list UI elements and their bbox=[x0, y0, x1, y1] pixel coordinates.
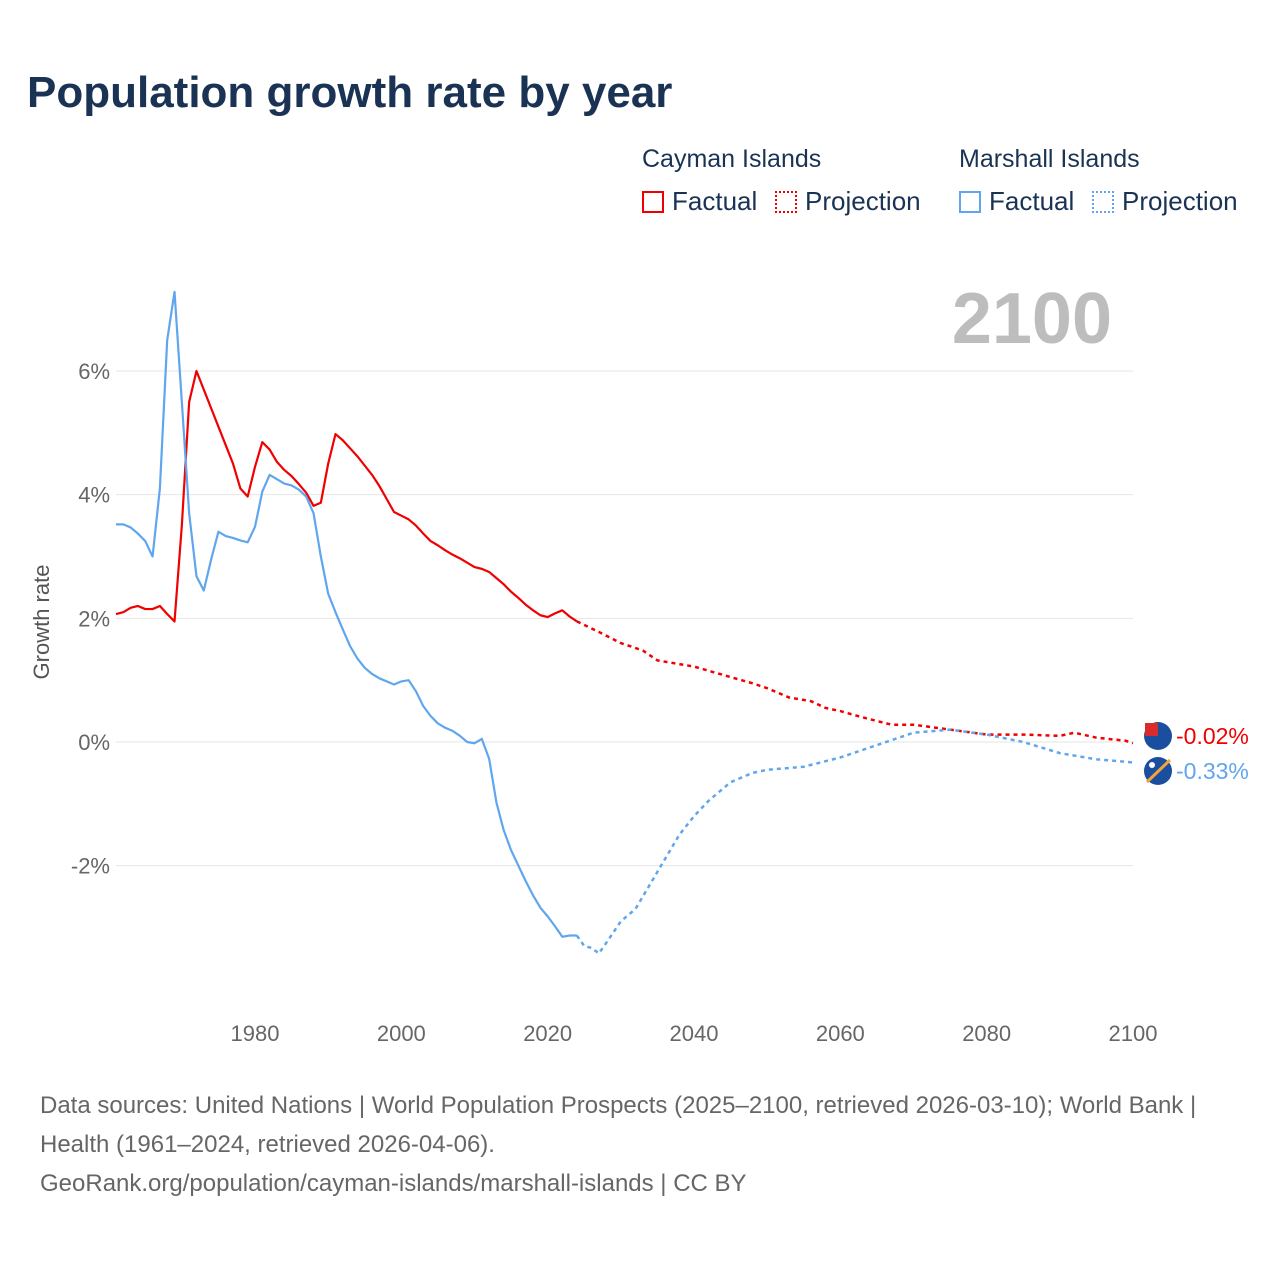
legend-swatch-solid bbox=[642, 190, 664, 213]
y-tick-label: 6% bbox=[78, 359, 110, 384]
legend-cayman-factual[interactable]: Factual bbox=[642, 186, 757, 217]
legend-label: Factual bbox=[989, 186, 1075, 216]
y-tick-label: -2% bbox=[71, 854, 110, 879]
marshall-flag-icon bbox=[1145, 758, 1172, 784]
chart-title: Population growth rate by year bbox=[27, 68, 673, 117]
current-year-label: 2100 bbox=[951, 279, 1112, 359]
x-tick-label: 1980 bbox=[231, 1021, 280, 1046]
marshall-flag-star-icon bbox=[1149, 762, 1155, 768]
y-tick-label: 2% bbox=[78, 606, 110, 631]
x-tick-label: 2100 bbox=[1109, 1021, 1158, 1046]
end-value-label-cayman: -0.02% bbox=[1176, 723, 1249, 749]
x-tick-label: 2080 bbox=[962, 1021, 1011, 1046]
legend-cayman-projection[interactable]: Projection bbox=[775, 186, 921, 217]
legend-group-marshall: Marshall Islands bbox=[959, 145, 1140, 173]
footer-link[interactable]: GeoRank.org/population/cayman-islands/ma… bbox=[40, 1170, 747, 1197]
legend-label: Projection bbox=[805, 186, 921, 216]
legend-marshall-projection[interactable]: Projection bbox=[1092, 186, 1238, 217]
x-tick-label: 2020 bbox=[523, 1021, 572, 1046]
legend-group-cayman: Cayman Islands bbox=[642, 145, 822, 173]
cayman-flag-icon bbox=[1145, 723, 1158, 736]
line-cayman-factual bbox=[115, 369, 578, 623]
line-cayman-projection bbox=[576, 620, 1134, 745]
x-tick-label: 2040 bbox=[670, 1021, 719, 1046]
footer-sources: Data sources: United Nations | World Pop… bbox=[40, 1092, 1197, 1158]
legend-swatch-dotted bbox=[1092, 190, 1114, 213]
legend-label: Factual bbox=[672, 186, 758, 216]
y-tick-label: 0% bbox=[78, 730, 110, 755]
end-value-label-marshall: -0.33% bbox=[1176, 758, 1249, 784]
line-marshall-factual bbox=[115, 290, 577, 938]
x-tick-label: 2000 bbox=[377, 1021, 426, 1046]
legend-swatch-solid bbox=[959, 190, 981, 213]
legend-marshall-factual[interactable]: Factual bbox=[959, 186, 1074, 217]
line-marshall-projection bbox=[575, 728, 1134, 956]
legend-swatch-dotted bbox=[775, 190, 797, 213]
legend-label: Projection bbox=[1122, 186, 1238, 216]
y-tick-label: 4% bbox=[78, 483, 110, 508]
x-tick-label: 2060 bbox=[816, 1021, 865, 1046]
